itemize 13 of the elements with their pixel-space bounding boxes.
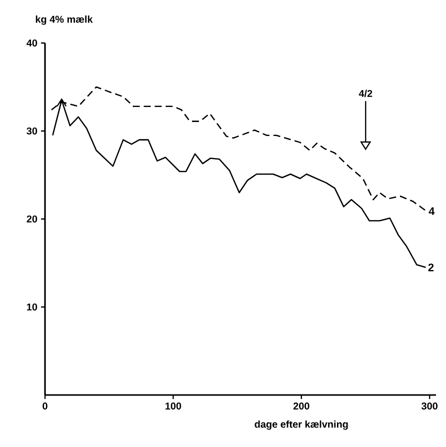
- y-tick-label: 30: [26, 127, 38, 135]
- y-axis-title: kg 4% mælk: [36, 15, 93, 25]
- x-tick-label: 0: [42, 402, 48, 410]
- x-axis-title: dage efter kælvning: [254, 420, 348, 430]
- x-tick-label: 300: [422, 402, 438, 410]
- y-tick-label: 10: [27, 303, 38, 311]
- y-tick-label: 20: [26, 215, 38, 223]
- series-label: 2: [428, 264, 434, 272]
- annotation: 4/2: [358, 90, 372, 98]
- x-tick-label: 200: [293, 402, 310, 410]
- series-label: 4: [428, 207, 435, 215]
- y-tick-label: 40: [26, 39, 38, 47]
- x-tick-label: 100: [166, 402, 182, 410]
